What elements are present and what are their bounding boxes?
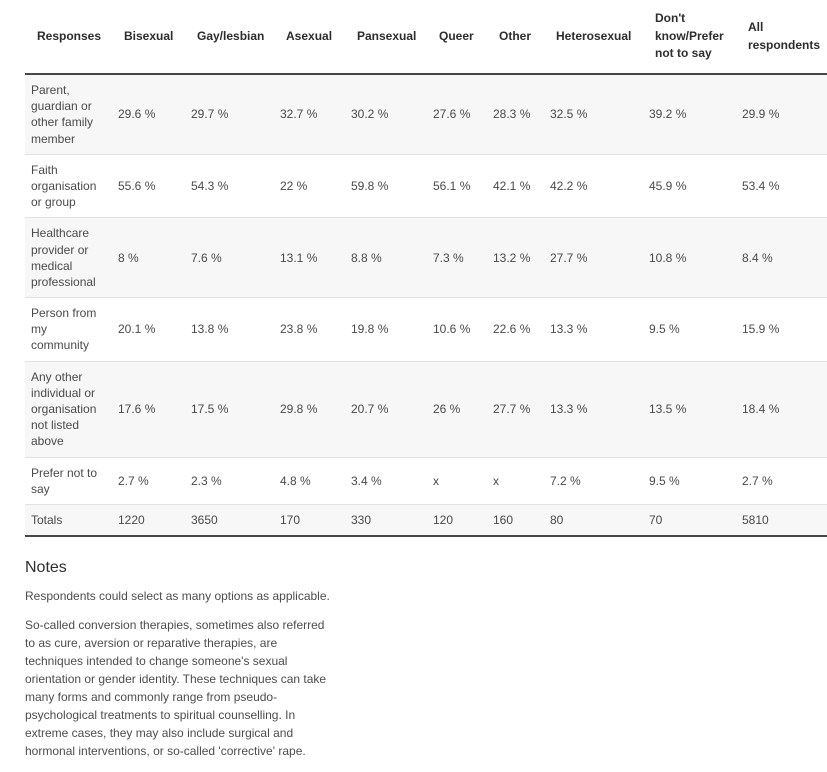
table-cell: 13.2 % [487, 217, 544, 298]
table-cell: 160 [487, 503, 544, 537]
notes-paragraph-2: So-called conversion therapies, sometime… [25, 618, 327, 759]
data-table: Responses Bisexual Gay/lesbian Asexual Panse… [25, 0, 827, 538]
table-cell: 70 [643, 503, 736, 537]
table-row: Any other individual or organisation not… [25, 360, 827, 458]
column-header: Heterosexual [544, 0, 643, 75]
table-cell: 29.6 % [112, 73, 185, 155]
table-cell: 29.9 % [736, 73, 827, 155]
table-cell: 13.3 % [544, 297, 643, 362]
table-cell: 9.5 % [643, 297, 736, 362]
column-header: Gay/lesbian [185, 0, 274, 75]
table-cell: 4.8 % [274, 456, 345, 505]
table-row: Prefer not to say 2.7 % 2.3 % 4.8 % 3.4 % x x 7… [25, 456, 827, 505]
table-cell: 42.2 % [544, 153, 643, 218]
table-cell: 22.6 % [487, 297, 544, 362]
table-cell: 10.8 % [643, 217, 736, 298]
row-label: Any other individual or organisation not… [25, 360, 112, 458]
table-cell: 10.6 % [427, 297, 487, 362]
table-row: Faith organisation or group 55.6 % 54.3 % 2… [25, 153, 827, 218]
column-header: Other [487, 0, 544, 75]
table-cell: 2.7 % [736, 456, 827, 505]
table-cell: 59.8 % [345, 153, 427, 218]
notes-section: Notes Respondents could select as many o… [25, 559, 335, 760]
column-header: Queer [427, 0, 487, 75]
column-header: All respondents [736, 0, 827, 75]
column-header: Responses [25, 0, 112, 75]
table-row: Healthcare provider or medical professio… [25, 217, 827, 298]
table-cell: 7.2 % [544, 456, 643, 505]
table-cell: 17.5 % [185, 360, 274, 458]
column-header: Don't know/Prefer not to say [643, 0, 736, 75]
table-cell: 26 % [427, 360, 487, 458]
totals-row: Totals 1220 3650 170 330 120 160 80 70 5810 [25, 503, 827, 537]
table-cell: 120 [427, 503, 487, 537]
table-cell: 7.6 % [185, 217, 274, 298]
row-label: Totals [25, 503, 112, 537]
table-cell: 3650 [185, 503, 274, 537]
table-cell: 30.2 % [345, 73, 427, 155]
table-cell: 330 [345, 503, 427, 537]
table-cell: 56.1 % [427, 153, 487, 218]
table-cell: 54.3 % [185, 153, 274, 218]
table-cell: 2.7 % [112, 456, 185, 505]
row-label: Parent, guardian or other family member [25, 73, 112, 155]
column-header: Pansexual [345, 0, 427, 75]
table-cell: 19.8 % [345, 297, 427, 362]
table-cell: 2.3 % [185, 456, 274, 505]
table-cell: 170 [274, 503, 345, 537]
table-cell: 7.3 % [427, 217, 487, 298]
row-label: Faith organisation or group [25, 153, 112, 218]
table-cell: 9.5 % [643, 456, 736, 505]
table-cell: 8 % [112, 217, 185, 298]
row-label: Healthcare provider or medical professio… [25, 217, 112, 298]
table-cell: 13.5 % [643, 360, 736, 458]
table-cell: 15.9 % [736, 297, 827, 362]
table-cell: 13.1 % [274, 217, 345, 298]
table-cell: 27.7 % [487, 360, 544, 458]
table-cell: 55.6 % [112, 153, 185, 218]
table-cell: 13.8 % [185, 297, 274, 362]
row-label: Prefer not to say [25, 456, 112, 505]
table-cell: 28.3 % [487, 73, 544, 155]
table-cell: 27.7 % [544, 217, 643, 298]
table-cell: 53.4 % [736, 153, 827, 218]
table-cell: 39.2 % [643, 73, 736, 155]
table-cell: 20.7 % [345, 360, 427, 458]
table-cell: 80 [544, 503, 643, 537]
table-cell: 29.8 % [274, 360, 345, 458]
table-row: Parent, guardian or other family member 2… [25, 73, 827, 155]
table-cell: 8.4 % [736, 217, 827, 298]
table-cell: 8.8 % [345, 217, 427, 298]
table-body: Parent, guardian or other family member 2… [25, 73, 827, 537]
table-cell: 45.9 % [643, 153, 736, 218]
notes-heading: Notes [25, 559, 67, 577]
column-header: Bisexual [112, 0, 185, 75]
table-cell: 3.4 % [345, 456, 427, 505]
table-cell: 29.7 % [185, 73, 274, 155]
table-cell: 32.5 % [544, 73, 643, 155]
table-cell: 22 % [274, 153, 345, 218]
table-cell: 20.1 % [112, 297, 185, 362]
table-cell: 17.6 % [112, 360, 185, 458]
table-cell: 42.1 % [487, 153, 544, 218]
table-cell: 5810 [736, 503, 827, 537]
table-cell: x [487, 456, 544, 505]
table-cell: 27.6 % [427, 73, 487, 155]
table-cell: 32.7 % [274, 73, 345, 155]
table-cell: 1220 [112, 503, 185, 537]
column-header: Asexual [274, 0, 345, 75]
table-cell: 18.4 % [736, 360, 827, 458]
table-cell: 23.8 % [274, 297, 345, 362]
header-row: Responses Bisexual Gay/lesbian Asexual Panse… [25, 0, 827, 75]
row-label: Person from my community [25, 297, 112, 362]
table-cell: 13.3 % [544, 360, 643, 458]
table-cell: x [427, 456, 487, 505]
table-row: Person from my community 20.1 % 13.8 % 23.8… [25, 297, 827, 362]
notes-paragraph-1: Respondents could select as many options… [25, 589, 330, 604]
